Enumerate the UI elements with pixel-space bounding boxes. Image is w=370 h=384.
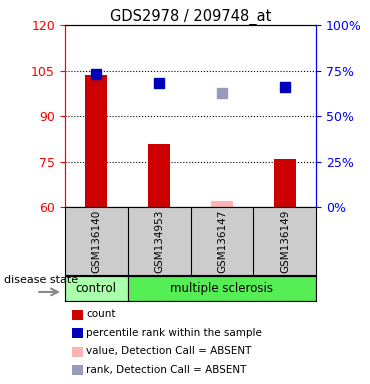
Text: GSM136140: GSM136140 [91,209,101,273]
Text: GSM136147: GSM136147 [217,209,227,273]
Text: value, Detection Call = ABSENT: value, Detection Call = ABSENT [87,346,252,356]
Text: control: control [76,283,117,295]
Bar [85,75,107,207]
Title: GDS2978 / 209748_at: GDS2978 / 209748_at [110,9,271,25]
Text: GSM136149: GSM136149 [280,209,290,273]
Bar [65,276,128,301]
Text: GSM134953: GSM134953 [154,209,164,273]
Bar [128,276,316,301]
Bar [148,144,170,207]
Bar [211,201,233,207]
Text: rank, Detection Call = ABSENT: rank, Detection Call = ABSENT [87,365,247,375]
Text: disease state: disease state [4,275,78,285]
Text: percentile rank within the sample: percentile rank within the sample [87,328,262,338]
Text: count: count [87,310,116,319]
Text: multiple sclerosis: multiple sclerosis [171,283,273,295]
Bar [274,159,296,207]
